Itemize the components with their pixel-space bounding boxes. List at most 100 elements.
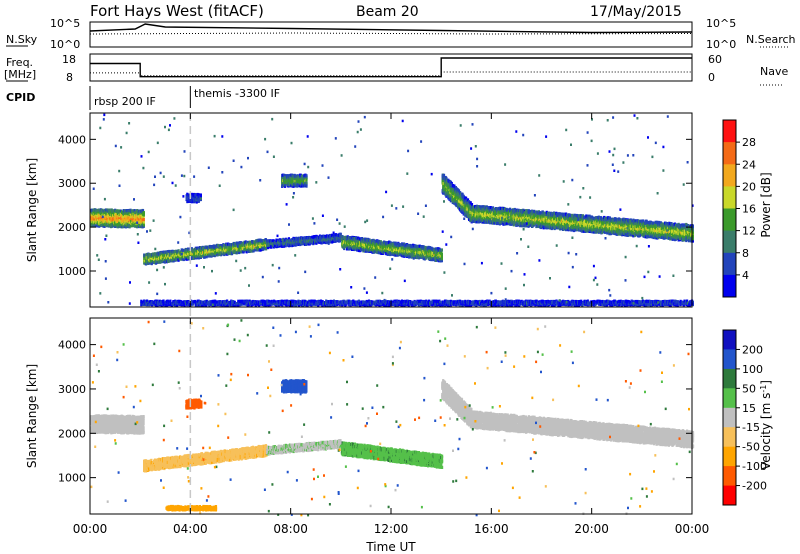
echo-cell	[331, 233, 334, 238]
freq-panel-frame	[89, 53, 693, 82]
echo-cell	[445, 176, 448, 180]
echo-cell	[119, 209, 122, 213]
echo-cell	[423, 257, 426, 261]
frequency-line	[90, 57, 692, 78]
echo-cell	[160, 259, 163, 263]
echo-cell	[181, 255, 184, 259]
echo-cell	[440, 254, 443, 258]
nsearch-line	[89, 32, 693, 35]
echo-cell	[440, 256, 443, 260]
echo-cell	[122, 211, 125, 216]
echo-cell	[175, 253, 178, 257]
echo-cell	[315, 241, 318, 245]
cpid-label: CPID	[6, 91, 35, 104]
echo-cell	[265, 247, 268, 251]
echo-cell	[151, 259, 154, 263]
echo-cell	[118, 219, 121, 223]
freq-tick-bottom: 8	[66, 71, 73, 84]
nsky-label: N.Sky	[6, 33, 38, 46]
echo-cell	[108, 208, 111, 212]
nsky-tick-top: 10^5	[50, 17, 80, 30]
echo-cell	[118, 216, 121, 220]
echo-cell	[122, 214, 125, 218]
echo-cell	[119, 212, 122, 216]
echo-cell	[150, 262, 153, 266]
echo-cell	[418, 244, 421, 248]
echo-cell	[106, 219, 109, 223]
echo-cell	[142, 220, 145, 224]
beam-label: Beam 20	[356, 4, 419, 20]
echo-cell	[440, 248, 443, 252]
echo-cell	[339, 232, 342, 236]
echo-cell	[388, 240, 391, 244]
nsky-panel-frame	[89, 21, 693, 48]
nsearch-label: N.Search	[746, 33, 796, 46]
echo-cell	[254, 248, 257, 252]
date-label: 17/May/2015	[590, 4, 682, 20]
echo-cell	[102, 223, 105, 227]
echo-cell	[115, 222, 118, 226]
echo-cell	[204, 254, 207, 259]
echo-cell	[424, 245, 427, 250]
echo-cell	[391, 252, 394, 256]
echo-cell	[369, 248, 372, 252]
nave-line	[90, 71, 692, 77]
echo-cell	[442, 191, 446, 195]
echo-cell	[264, 238, 267, 242]
station-title: Fort Hays West (fitACF)	[90, 2, 264, 20]
echo-cell	[447, 186, 450, 190]
echo-cell	[205, 245, 209, 249]
echo-cell	[224, 251, 227, 255]
echo-cell	[97, 208, 100, 212]
echo-cell	[122, 219, 125, 223]
echo-cell	[359, 245, 362, 249]
echo-cell	[379, 240, 382, 244]
echo-cell	[253, 244, 256, 248]
echo-cell	[142, 211, 145, 215]
echo-cell	[161, 250, 164, 254]
echo-cell	[373, 247, 376, 251]
echo-cell	[114, 220, 117, 224]
echo-cell	[114, 212, 117, 216]
echo-cell	[133, 209, 136, 213]
nsky-line	[89, 23, 693, 34]
echo-cell	[287, 237, 290, 241]
echo-cell	[116, 212, 119, 216]
echo-cell	[360, 237, 363, 241]
echo-cell	[160, 254, 164, 259]
echo-cell	[213, 249, 216, 253]
echo-cell	[97, 210, 100, 215]
echo-cell	[442, 181, 445, 185]
nave-label: Nave	[760, 65, 788, 78]
echo-cell	[143, 261, 146, 265]
echo-cell	[205, 254, 209, 258]
echo-cell	[177, 249, 180, 253]
echo-cell	[346, 244, 349, 249]
nave-tick-bottom: 0	[708, 71, 715, 84]
freq-label: Freq.	[6, 56, 33, 69]
echo-cell	[195, 247, 198, 251]
echo-cell	[373, 246, 376, 250]
echo-cell	[96, 211, 99, 215]
echo-cell	[312, 238, 315, 243]
echo-cell	[408, 249, 411, 254]
echo-cell	[172, 259, 175, 263]
echo-cell	[213, 251, 216, 255]
echo-cell	[218, 252, 221, 256]
echo-cell	[442, 173, 446, 177]
echo-cell	[228, 243, 231, 247]
echo-cell	[387, 244, 390, 248]
echo-cell	[142, 217, 145, 222]
cpid-segment-1: rbsp 200 IF	[94, 95, 156, 108]
echo-cell	[373, 243, 376, 247]
echo-cell	[335, 233, 338, 237]
echo-cell	[270, 245, 273, 249]
echo-cell	[104, 208, 108, 212]
cpid-segment-2: themis -3300 IF	[194, 87, 280, 100]
echo-cell	[195, 251, 198, 255]
echo-cell	[182, 249, 185, 253]
echo-cell	[219, 244, 222, 248]
echo-cell	[436, 258, 439, 262]
nsearch-tick-top: 10^5	[706, 17, 736, 30]
freq-unit: [MHz]	[4, 68, 36, 81]
